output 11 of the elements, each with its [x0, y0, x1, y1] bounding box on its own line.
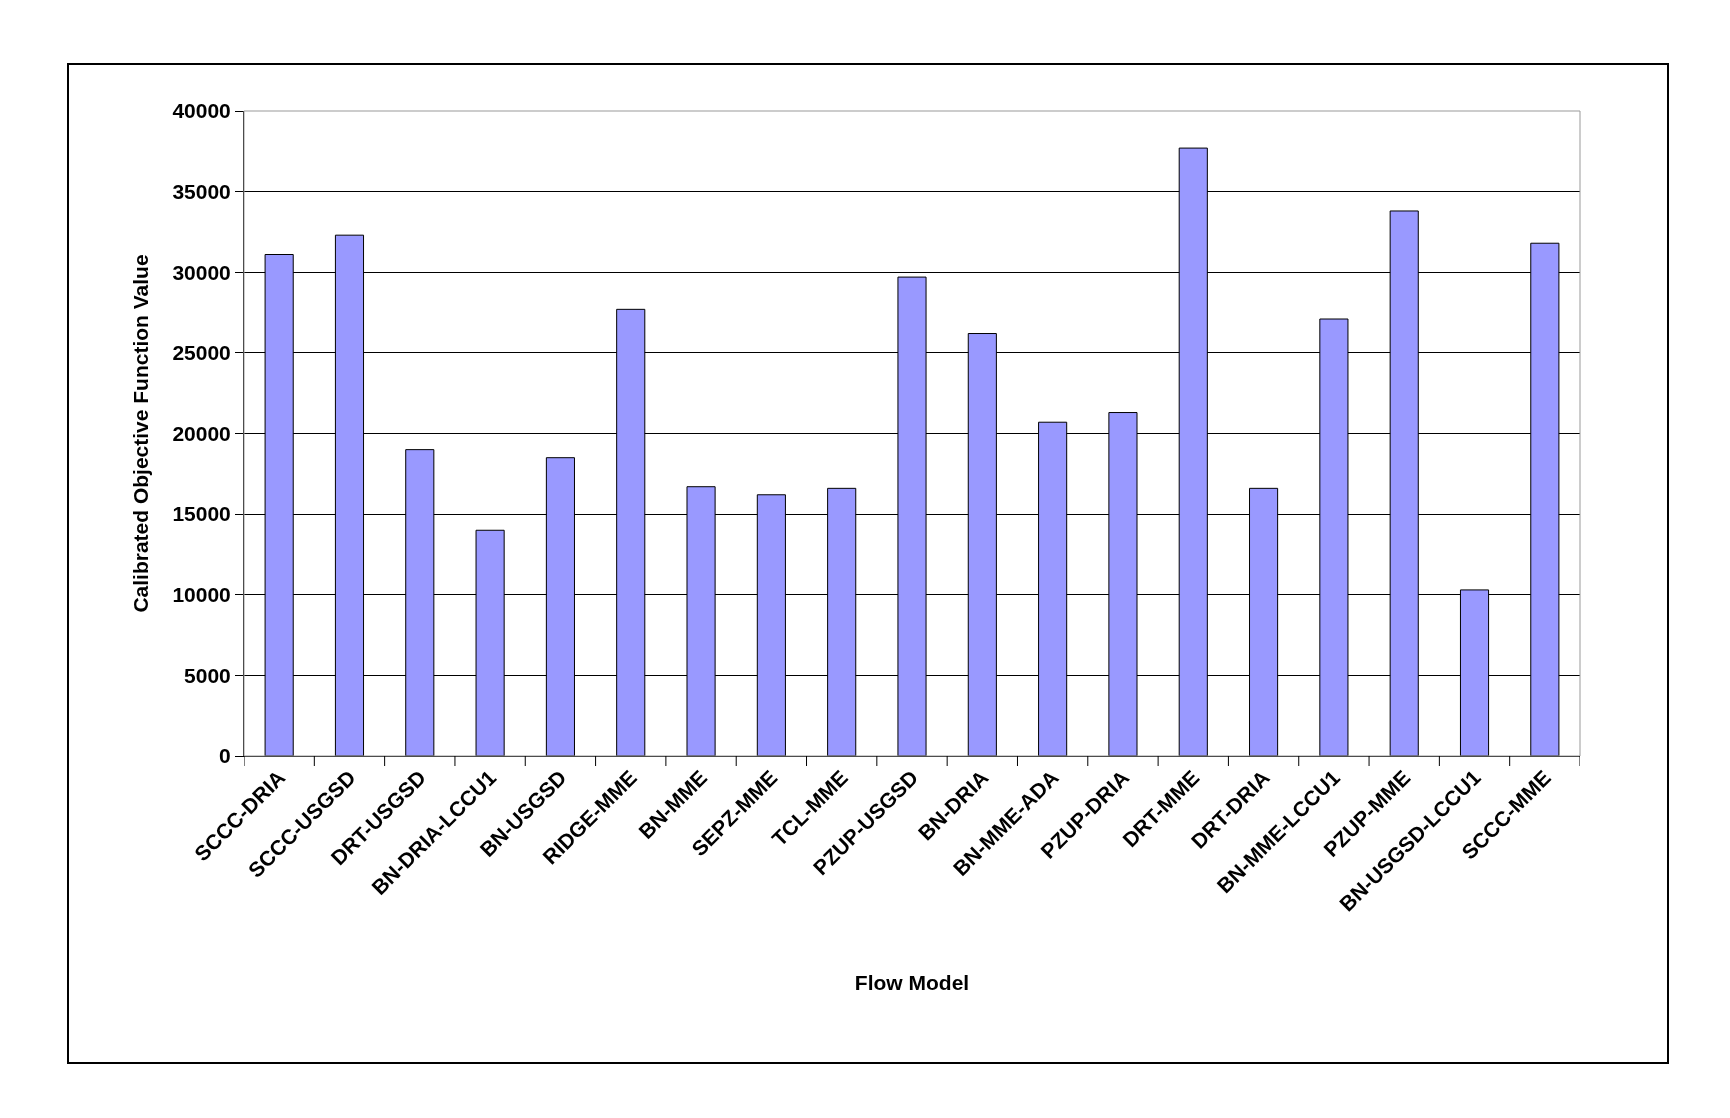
y-tick-label: 30000 [172, 260, 231, 284]
y-tick-label: 10000 [172, 583, 231, 607]
x-axis-title: Flow Model [854, 970, 970, 994]
y-tick-label: 20000 [172, 421, 231, 445]
y-axis-title: Calibrated Objective Function Value [128, 254, 152, 613]
y-tick-label: 25000 [172, 341, 231, 365]
y-tick-label: 5000 [184, 663, 231, 687]
y-tick-label: 40000 [172, 99, 231, 123]
y-tick-label: 35000 [172, 179, 231, 203]
y-tick-label: 0 [219, 744, 231, 768]
y-tick-label: 15000 [172, 502, 231, 526]
